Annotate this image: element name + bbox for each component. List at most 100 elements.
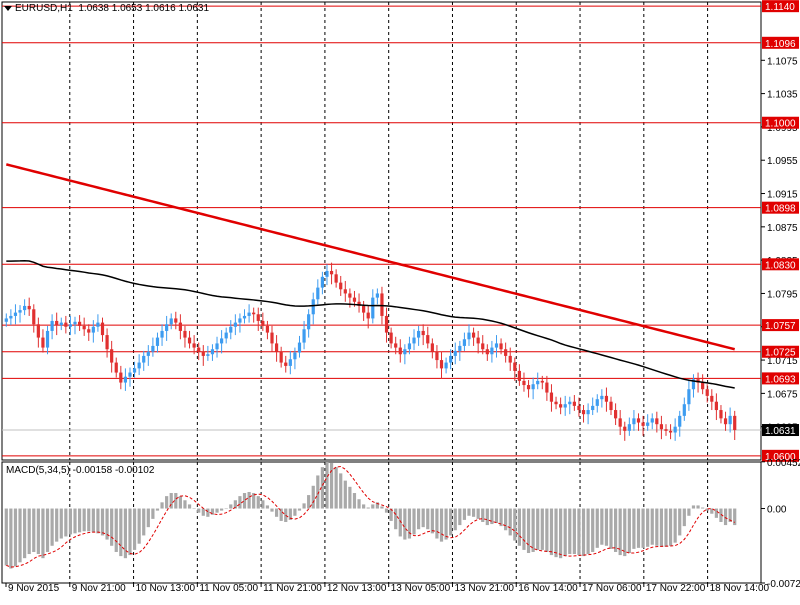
chart-menu-triangle-icon[interactable]: [4, 5, 12, 11]
bull-candle[interactable]: [91, 326, 95, 333]
bull-candle[interactable]: [45, 330, 50, 348]
bull-candle[interactable]: [23, 305, 27, 311]
bull-candle[interactable]: [650, 418, 654, 423]
bear-candle[interactable]: [32, 309, 36, 325]
bear-candle[interactable]: [87, 329, 91, 333]
bull-candle[interactable]: [146, 351, 150, 356]
bull-candle[interactable]: [453, 350, 457, 356]
bear-candle[interactable]: [655, 418, 659, 425]
bear-candle[interactable]: [265, 325, 270, 333]
bear-candle[interactable]: [481, 343, 485, 350]
bear-candle[interactable]: [187, 337, 192, 344]
bear-candle[interactable]: [201, 351, 205, 356]
bear-candle[interactable]: [723, 418, 728, 425]
bull-candle[interactable]: [215, 343, 219, 350]
bear-candle[interactable]: [77, 321, 82, 326]
bull-candle[interactable]: [412, 337, 416, 344]
bull-candle[interactable]: [403, 349, 407, 355]
bull-candle[interactable]: [210, 349, 215, 355]
bear-candle[interactable]: [110, 349, 114, 363]
bull-candle[interactable]: [536, 380, 540, 385]
bull-candle[interactable]: [728, 415, 732, 425]
bear-candle[interactable]: [426, 335, 430, 344]
bear-candle[interactable]: [476, 337, 480, 344]
bull-candle[interactable]: [247, 312, 251, 316]
bull-candle[interactable]: [320, 276, 325, 288]
bull-candle[interactable]: [151, 345, 155, 352]
bull-candle[interactable]: [462, 339, 467, 346]
bear-candle[interactable]: [522, 380, 526, 386]
bear-candle[interactable]: [64, 322, 68, 327]
bull-candle[interactable]: [591, 405, 595, 411]
bull-candle[interactable]: [632, 418, 636, 425]
bear-candle[interactable]: [82, 325, 86, 330]
bull-candle[interactable]: [206, 354, 210, 356]
bear-candle[interactable]: [362, 305, 366, 313]
bull-candle[interactable]: [563, 404, 567, 408]
bear-candle[interactable]: [517, 370, 521, 381]
bear-candle[interactable]: [641, 422, 645, 426]
bear-candle[interactable]: [705, 389, 709, 396]
bear-candle[interactable]: [256, 314, 260, 321]
bear-candle[interactable]: [613, 410, 618, 419]
bull-candle[interactable]: [646, 422, 650, 426]
bull-candle[interactable]: [142, 355, 146, 363]
bull-candle[interactable]: [229, 326, 233, 333]
bear-candle[interactable]: [623, 426, 627, 431]
bear-candle[interactable]: [572, 401, 576, 406]
bull-candle[interactable]: [458, 345, 462, 351]
bull-candle[interactable]: [169, 318, 173, 325]
bull-candle[interactable]: [123, 376, 128, 383]
bull-candle[interactable]: [302, 329, 306, 343]
bear-candle[interactable]: [471, 332, 476, 338]
bull-candle[interactable]: [160, 330, 164, 338]
bull-candle[interactable]: [627, 424, 631, 431]
bull-candle[interactable]: [316, 287, 320, 300]
bear-candle[interactable]: [549, 392, 554, 402]
bull-candle[interactable]: [224, 332, 228, 339]
bull-candle[interactable]: [297, 342, 302, 353]
bear-candle[interactable]: [55, 320, 59, 326]
bull-candle[interactable]: [59, 322, 63, 326]
bear-candle[interactable]: [719, 410, 723, 419]
bull-candle[interactable]: [68, 324, 73, 327]
bull-candle[interactable]: [687, 389, 691, 405]
bear-candle[interactable]: [733, 415, 737, 431]
bear-candle[interactable]: [334, 274, 338, 283]
bull-candle[interactable]: [678, 415, 682, 427]
bear-candle[interactable]: [394, 343, 398, 348]
bull-candle[interactable]: [155, 337, 160, 346]
bear-candle[interactable]: [119, 372, 123, 383]
bear-candle[interactable]: [174, 318, 178, 323]
bear-candle[interactable]: [398, 347, 402, 355]
bear-candle[interactable]: [508, 355, 512, 363]
bull-candle[interactable]: [4, 318, 8, 322]
bull-candle[interactable]: [233, 322, 237, 327]
bear-candle[interactable]: [714, 401, 718, 411]
bear-candle[interactable]: [380, 293, 384, 316]
bear-candle[interactable]: [554, 401, 558, 405]
bull-candle[interactable]: [531, 384, 535, 390]
bull-candle[interactable]: [73, 321, 77, 325]
bull-candle[interactable]: [238, 318, 242, 323]
bear-candle[interactable]: [197, 347, 201, 352]
bear-candle[interactable]: [270, 332, 274, 344]
bear-candle[interactable]: [284, 362, 288, 366]
bear-candle[interactable]: [329, 270, 334, 275]
bear-candle[interactable]: [636, 418, 641, 423]
bear-candle[interactable]: [192, 343, 196, 348]
bear-candle[interactable]: [540, 380, 544, 383]
bull-candle[interactable]: [691, 379, 696, 390]
bear-candle[interactable]: [701, 382, 705, 390]
bear-candle[interactable]: [545, 382, 549, 393]
bull-candle[interactable]: [494, 343, 499, 348]
bull-candle[interactable]: [375, 293, 379, 298]
bull-candle[interactable]: [444, 362, 448, 369]
bear-candle[interactable]: [279, 351, 283, 363]
bear-candle[interactable]: [366, 312, 370, 319]
bear-candle[interactable]: [274, 343, 279, 352]
bear-candle[interactable]: [348, 293, 352, 298]
bear-candle[interactable]: [114, 362, 118, 373]
bear-candle[interactable]: [430, 343, 434, 352]
